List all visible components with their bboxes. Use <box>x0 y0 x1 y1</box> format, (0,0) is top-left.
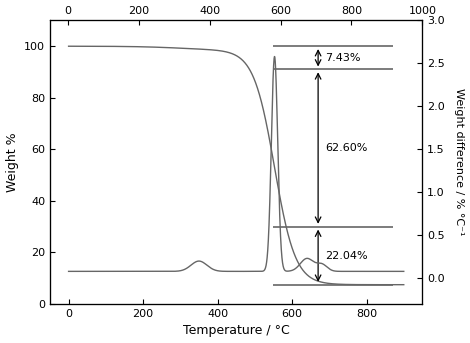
Y-axis label: Weight %: Weight % <box>6 132 18 192</box>
Text: 62.60%: 62.60% <box>325 143 367 153</box>
Text: 7.43%: 7.43% <box>325 53 360 63</box>
X-axis label: Temperature / °C: Temperature / °C <box>183 324 290 338</box>
Y-axis label: Weight difference / % °C⁻¹: Weight difference / % °C⁻¹ <box>454 88 464 236</box>
Text: 22.04%: 22.04% <box>325 251 368 261</box>
